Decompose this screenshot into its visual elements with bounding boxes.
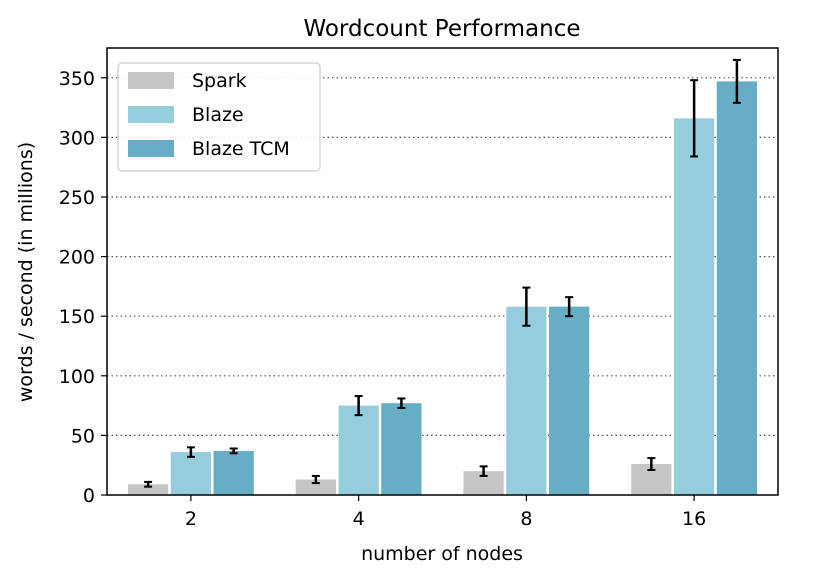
bar <box>295 479 336 495</box>
bar <box>506 306 547 495</box>
bar <box>549 306 590 495</box>
x-tick-label: 8 <box>520 508 532 530</box>
y-tick-label: 250 <box>59 187 95 209</box>
x-tick-label: 2 <box>185 508 197 530</box>
bar <box>338 405 379 495</box>
legend-label-blaze: Blaze <box>192 104 244 126</box>
chart-title: Wordcount Performance <box>303 16 580 42</box>
y-tick-label: 350 <box>59 68 95 90</box>
y-tick-label: 100 <box>59 366 95 388</box>
x-tick-label: 4 <box>353 508 365 530</box>
bar <box>381 403 422 495</box>
y-axis-label: words / second (in millions) <box>15 142 37 402</box>
gridlines <box>107 77 778 436</box>
bar <box>673 118 715 495</box>
bar <box>463 471 504 495</box>
legend-label-blaze-tcm: Blaze TCM <box>192 138 290 160</box>
y-tick-label: 150 <box>59 306 95 328</box>
y-tick-label: 50 <box>71 425 95 447</box>
legend: Spark Blaze Blaze TCM <box>117 62 321 172</box>
bar <box>170 452 212 495</box>
legend-swatch-spark <box>128 72 174 89</box>
bar <box>127 484 169 495</box>
legend-swatch-blaze <box>128 106 174 123</box>
plot-frame <box>106 47 779 496</box>
x-axis-label: number of nodes <box>361 543 523 565</box>
y-tick-label: 0 <box>83 485 95 507</box>
error-bars <box>144 58 741 488</box>
legend-swatch-blaze-tcm <box>128 140 174 157</box>
bar <box>716 81 758 495</box>
x-axis-ticks: 2 4 8 16 <box>185 495 706 530</box>
y-tick-label: 300 <box>59 127 95 149</box>
y-axis-ticks: 0 50 100 150 200 250 300 350 <box>59 68 107 507</box>
legend-label-spark: Spark <box>192 70 247 92</box>
bar <box>213 450 254 495</box>
bars <box>127 81 758 495</box>
y-tick-label: 200 <box>59 247 95 269</box>
x-tick-label: 16 <box>682 508 706 530</box>
